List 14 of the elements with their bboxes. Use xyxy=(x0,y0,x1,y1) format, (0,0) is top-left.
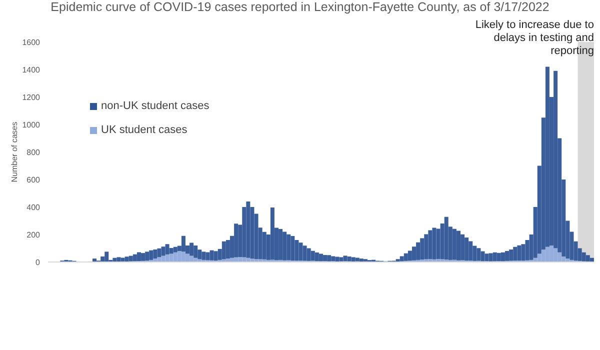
y-tick-label: 800 xyxy=(26,148,41,157)
y-tick-label: 1200 xyxy=(22,92,41,102)
y-tick-label: 0 xyxy=(36,258,41,267)
y-tick-label: 1600 xyxy=(22,38,41,47)
annotation: Likely to increase due to delays in testing and reporting xyxy=(475,19,594,57)
chart-title: Epidemic curve of COVID-19 cases reported in Lexington-Fayette County, as of 3/17/2022 xyxy=(50,0,550,15)
y-tick-label: 200 xyxy=(26,230,41,240)
y-tick-label: 1400 xyxy=(22,65,41,74)
y-tick-label: 400 xyxy=(26,202,41,212)
y-tick-label: 1000 xyxy=(22,120,41,130)
y-tick-label: 600 xyxy=(26,175,41,184)
legend-label: non-UK student cases xyxy=(100,100,210,112)
legend-label: UK student cases xyxy=(100,124,188,136)
y-axis-title: Number of cases xyxy=(10,122,19,182)
